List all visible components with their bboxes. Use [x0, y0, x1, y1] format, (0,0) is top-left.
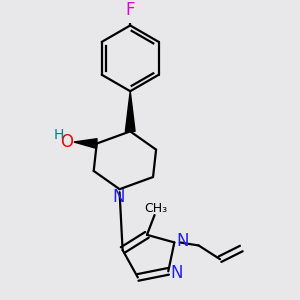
Text: CH₃: CH₃ — [144, 202, 167, 215]
Text: N: N — [170, 264, 183, 282]
Text: N: N — [177, 232, 189, 250]
Text: O: O — [60, 133, 73, 151]
Text: N: N — [112, 188, 125, 206]
Text: F: F — [125, 1, 135, 19]
Polygon shape — [74, 139, 97, 148]
Polygon shape — [125, 91, 135, 131]
Text: H: H — [53, 128, 64, 142]
